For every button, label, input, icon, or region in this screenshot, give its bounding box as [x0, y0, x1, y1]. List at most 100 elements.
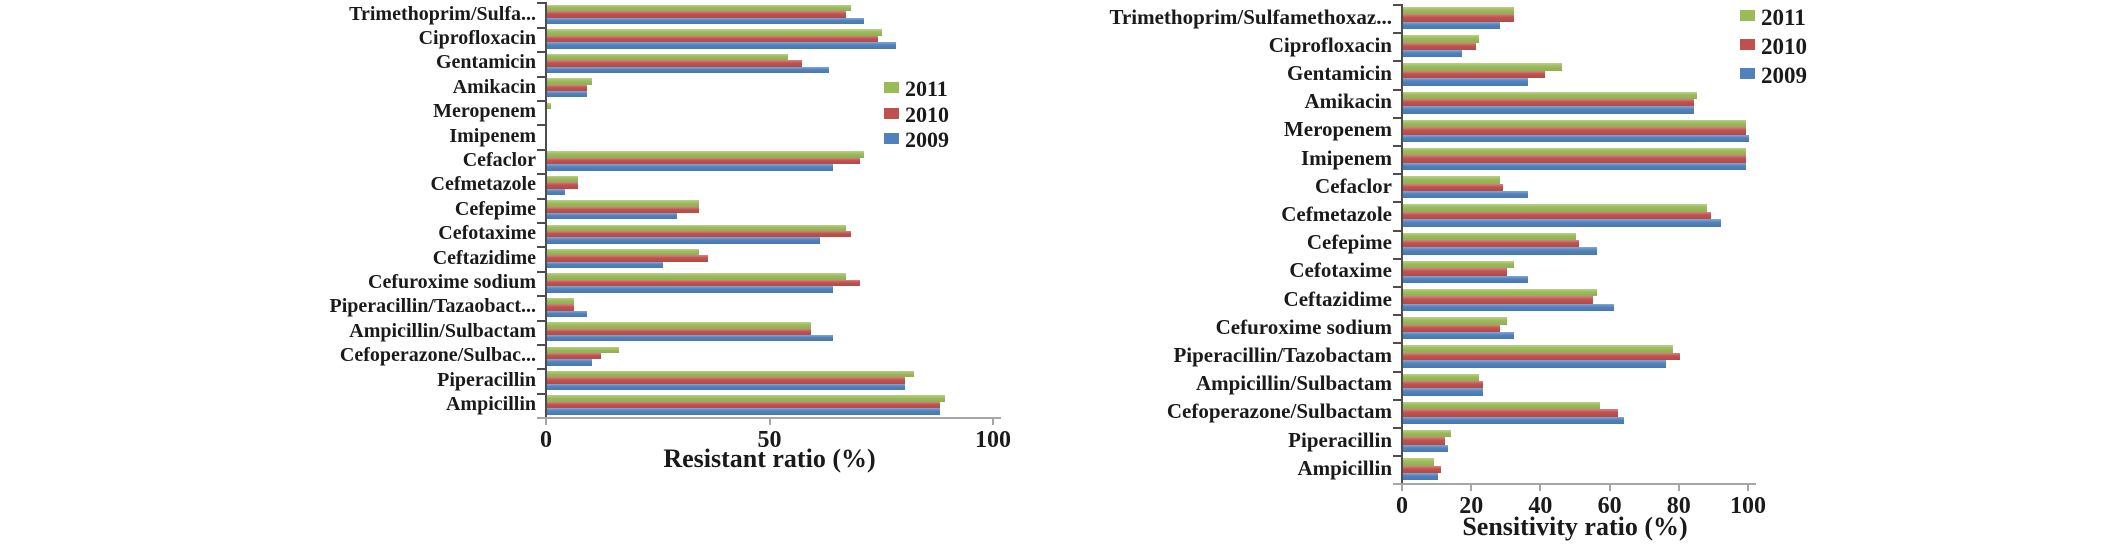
- category-label: Trimethoprim/Sulfamethoxaz...: [1109, 4, 1393, 29]
- bar-2009-Piperacillin/Tazaobact...: [547, 310, 588, 317]
- bar-2009-Cefepime: [1403, 247, 1597, 255]
- x-tick-label: 100: [975, 427, 1011, 453]
- bar-2011-Cefoperazone/Sulbactam: [1403, 401, 1601, 410]
- bar-2010-Cefotaxime: [547, 231, 851, 238]
- x-tick-label: 20: [1459, 493, 1484, 519]
- bar-2009-Cefmetazole: [547, 188, 565, 195]
- bar-2010-Ampicillin: [1403, 465, 1442, 473]
- legend-swatch-2011: [1740, 10, 1755, 21]
- bar-2010-Ampicillin/Sulbactam: [547, 328, 811, 335]
- bar-2010-Gentamicin: [1403, 70, 1545, 79]
- bar-2009-Amikacin: [1403, 106, 1694, 114]
- bar-2011-Piperacillin: [1403, 430, 1452, 438]
- category-axis-line: [545, 2, 547, 419]
- category-tick-mark: [537, 75, 546, 78]
- x-tick-label: 60: [1597, 493, 1622, 519]
- x-tick-mark: [1677, 483, 1680, 491]
- bar-2011-Ampicillin/Sulbactam: [547, 322, 811, 329]
- category-label: Trimethoprim/Sulfa...: [349, 2, 536, 25]
- bar-2009-Ciprofloxacin: [547, 42, 896, 49]
- category-tick-mark: [537, 124, 546, 127]
- bar-2011-Meropenem: [547, 102, 552, 109]
- bar-2010-Cefuroxime sodium: [1403, 324, 1500, 332]
- bar-2009-Cefaclor: [547, 164, 834, 171]
- bar-2011-Meropenem: [1403, 119, 1746, 128]
- category-label: Meropenem: [433, 100, 536, 123]
- bar-2010-Cefepime: [1403, 240, 1580, 248]
- legend-label-2009: 2009: [905, 127, 949, 152]
- category-tick-mark: [537, 295, 546, 298]
- bar-2011-Cefaclor: [547, 151, 865, 158]
- bar-2009-Cefoperazone/Sulbac...: [547, 359, 592, 366]
- bar-2011-Gentamicin: [1403, 63, 1563, 71]
- category-tick-mark: [1393, 4, 1402, 6]
- x-axis-line: [1393, 483, 1756, 485]
- category-label: Piperacillin/Tazaobact...: [329, 295, 536, 318]
- bar-2009-Gentamicin: [547, 66, 829, 73]
- category-label: Cefepime: [1306, 230, 1392, 255]
- bar-2009-Ceftazidime: [547, 261, 664, 269]
- bar-2011-Ceftazidime: [547, 249, 699, 256]
- bar-2009-Ciprofloxacin: [1403, 50, 1462, 58]
- bar-2011-Ciprofloxacin: [1403, 35, 1480, 43]
- category-label: Cefoperazone/Sulbactam: [1166, 399, 1392, 424]
- legend-label-2010: 2010: [1761, 34, 1807, 59]
- category-tick-mark: [1393, 398, 1402, 401]
- category-tick-mark: [1393, 32, 1402, 35]
- category-label: Gentamicin: [436, 51, 536, 74]
- category-label: Cefmetazole: [1281, 202, 1392, 226]
- legend-swatch-2009: [1740, 68, 1755, 79]
- category-tick-mark: [537, 197, 546, 200]
- category-tick-mark: [1393, 60, 1402, 63]
- bar-2010-Gentamicin: [547, 60, 802, 67]
- category-label: Cefuroxime sodium: [1215, 314, 1392, 339]
- bar-2011-Cefepime: [547, 200, 699, 207]
- category-tick-mark: [1393, 145, 1402, 147]
- bar-2010-Piperacillin: [547, 377, 905, 384]
- bar-2010-Cefuroxime sodium: [547, 279, 860, 287]
- bar-2011-Ampicillin: [1403, 458, 1435, 466]
- bar-2009-Ampicillin/Sulbactam: [1403, 388, 1483, 396]
- bar-2009-Piperacillin: [1403, 444, 1448, 453]
- bar-2010-Cefoperazone/Sulbac...: [547, 353, 601, 360]
- bar-2011-Cefmetazole: [547, 175, 579, 183]
- bar-2010-Cefoperazone/Sulbactam: [1403, 409, 1618, 417]
- bar-2009-Ceftazidime: [1403, 303, 1615, 312]
- bar-2009-Imipenem: [1403, 162, 1746, 171]
- category-tick-mark: [537, 222, 546, 224]
- bar-2009-Meropenem: [1403, 134, 1749, 142]
- bar-2011-Piperacillin/Tazobactam: [1403, 345, 1673, 353]
- category-label: Cefepime: [454, 197, 536, 220]
- x-tick-mark: [1539, 483, 1542, 491]
- category-label: Imipenem: [449, 124, 536, 147]
- x-axis-title: Resistant ratio (%): [663, 444, 876, 473]
- category-tick-mark: [537, 148, 546, 151]
- x-tick-label: 40: [1528, 493, 1553, 519]
- category-label: Ampicillin: [1297, 455, 1392, 480]
- category-label: Meropenem: [1283, 117, 1392, 142]
- bar-2011-Amikacin: [547, 78, 592, 85]
- category-tick-mark: [1393, 427, 1402, 429]
- bar-2010-Cefotaxime: [1403, 268, 1507, 276]
- category-tick-mark: [537, 246, 546, 249]
- bar-2011-Ceftazidime: [1403, 289, 1597, 297]
- bar-2009-Trimethoprim/Sulfa...: [547, 17, 865, 25]
- category-label: Ciprofloxacin: [418, 27, 536, 49]
- category-tick-mark: [1393, 88, 1402, 91]
- category-label: Piperacillin: [437, 368, 536, 391]
- bar-2010-Ciprofloxacin: [547, 35, 878, 43]
- legend-swatch-2009: [884, 133, 899, 144]
- category-tick-mark: [537, 100, 546, 102]
- bar-2011-Ampicillin: [547, 395, 945, 402]
- bar-2009-Cefotaxime: [547, 237, 820, 244]
- bar-2011-Cefuroxime sodium: [1403, 317, 1507, 325]
- category-tick-mark: [1393, 116, 1402, 119]
- bar-2011-Cefotaxime: [547, 224, 847, 231]
- category-label: Amikacin: [1304, 89, 1392, 114]
- category-label: Amikacin: [452, 75, 536, 98]
- category-label: Cefuroxime sodium: [368, 271, 536, 293]
- bar-2010-Ceftazidime: [547, 255, 708, 262]
- category-tick-mark: [537, 51, 546, 54]
- legend-label-2010: 2010: [905, 101, 949, 127]
